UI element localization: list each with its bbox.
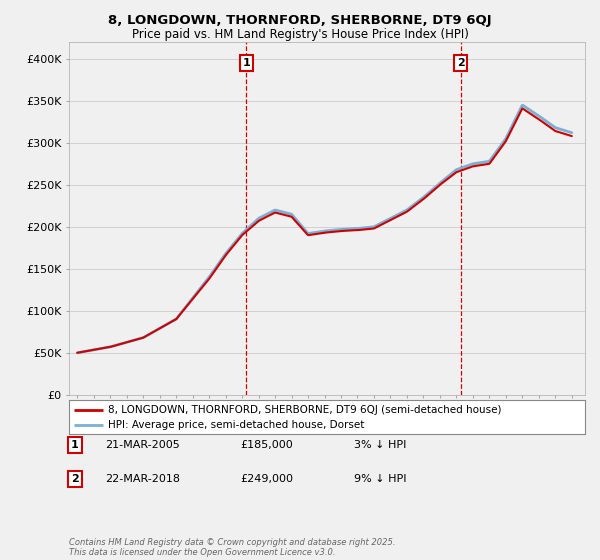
Text: 9% ↓ HPI: 9% ↓ HPI — [354, 474, 407, 484]
Text: Price paid vs. HM Land Registry's House Price Index (HPI): Price paid vs. HM Land Registry's House … — [131, 28, 469, 41]
Text: 21-MAR-2005: 21-MAR-2005 — [105, 440, 180, 450]
Text: 8, LONGDOWN, THORNFORD, SHERBORNE, DT9 6QJ (semi-detached house): 8, LONGDOWN, THORNFORD, SHERBORNE, DT9 6… — [108, 405, 501, 415]
Text: 3% ↓ HPI: 3% ↓ HPI — [354, 440, 406, 450]
Text: Contains HM Land Registry data © Crown copyright and database right 2025.
This d: Contains HM Land Registry data © Crown c… — [69, 538, 395, 557]
Text: £249,000: £249,000 — [240, 474, 293, 484]
Text: £185,000: £185,000 — [240, 440, 293, 450]
Text: 2: 2 — [71, 474, 79, 484]
Text: 1: 1 — [242, 58, 250, 68]
Text: 2: 2 — [457, 58, 464, 68]
Text: 22-MAR-2018: 22-MAR-2018 — [105, 474, 180, 484]
Text: HPI: Average price, semi-detached house, Dorset: HPI: Average price, semi-detached house,… — [108, 419, 364, 430]
Text: 1: 1 — [71, 440, 79, 450]
Text: 8, LONGDOWN, THORNFORD, SHERBORNE, DT9 6QJ: 8, LONGDOWN, THORNFORD, SHERBORNE, DT9 6… — [108, 14, 492, 27]
